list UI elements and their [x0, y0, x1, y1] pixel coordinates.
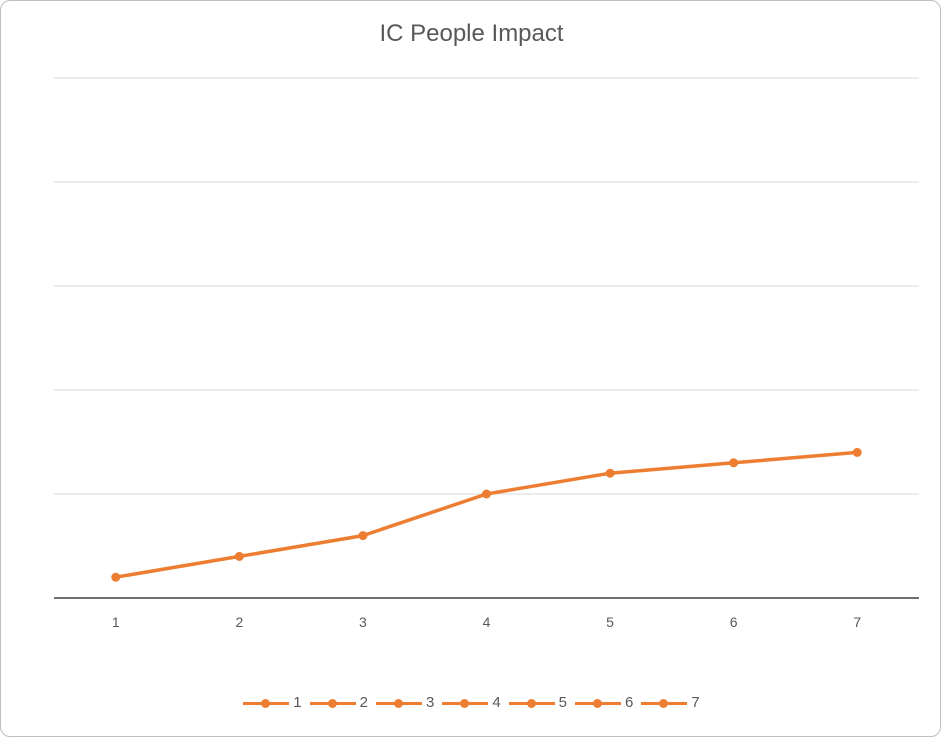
legend-swatch [309, 698, 356, 708]
series-line [115, 450, 858, 579]
legend-swatch [375, 698, 422, 708]
x-tick-label: 7 [853, 614, 861, 630]
legend-swatch [508, 698, 555, 708]
legend-item: 3 [375, 694, 435, 711]
x-tick-label: 3 [359, 614, 367, 630]
x-tick-label: 4 [483, 614, 491, 630]
legend-item: 4 [442, 694, 501, 711]
data-point [729, 458, 739, 468]
legend-label: 4 [492, 694, 501, 711]
x-tick-label: 2 [235, 614, 243, 630]
legend-label: 1 [293, 694, 302, 711]
legend-item: 5 [508, 694, 568, 711]
legend-label: 3 [425, 694, 435, 711]
legend-label: 6 [625, 694, 634, 711]
legend-label: 5 [558, 694, 568, 711]
x-tick-label: 6 [730, 614, 738, 630]
chart-title: IC People Impact [379, 20, 564, 47]
chart-legend: 1 2 3 4 5 6 7 [0, 694, 943, 711]
legend-item: 7 [641, 694, 700, 711]
data-point [358, 531, 368, 541]
legend-swatch [442, 698, 489, 708]
data-point [482, 489, 491, 499]
legend-swatch [243, 698, 290, 708]
legend-label: 2 [359, 694, 368, 711]
legend-item: 6 [575, 694, 633, 711]
data-point [605, 468, 615, 478]
legend-swatch [641, 698, 688, 708]
legend-label: 7 [691, 694, 700, 711]
data-point [852, 447, 862, 457]
x-tick-label: 1 [112, 614, 120, 630]
data-point [234, 551, 244, 561]
legend-swatch [575, 698, 622, 708]
legend-item: 2 [309, 694, 368, 711]
legend-item: 1 [243, 694, 302, 711]
x-tick-label: 5 [606, 614, 614, 630]
data-point [111, 572, 121, 582]
